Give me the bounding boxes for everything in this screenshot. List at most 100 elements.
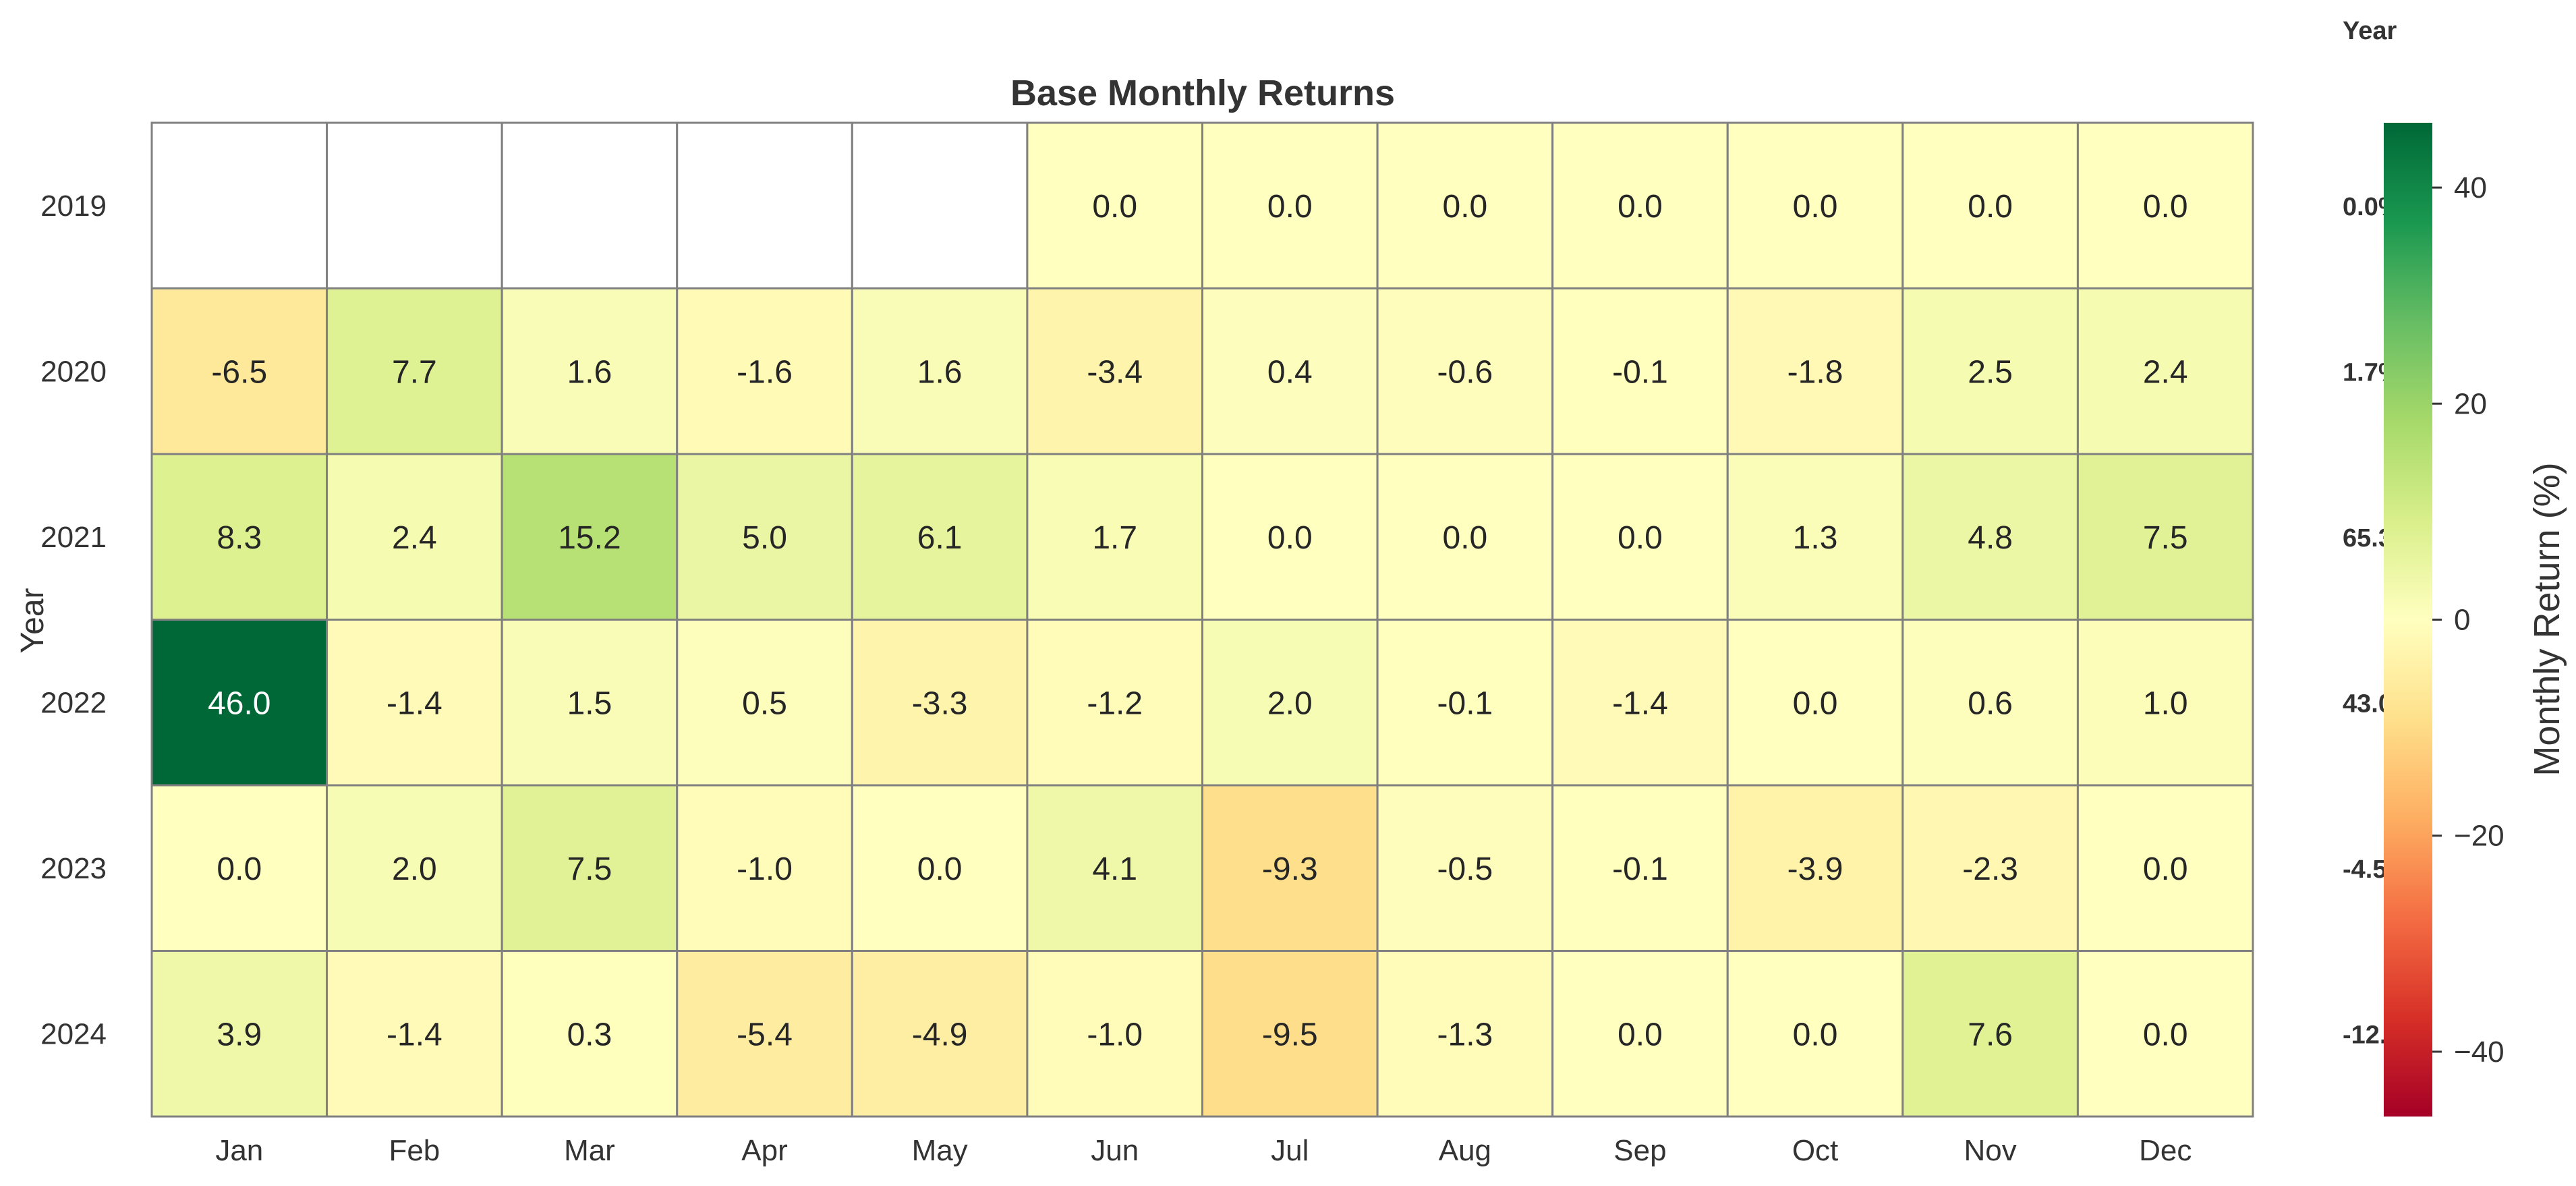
cell-value-label: 0.5 [742,685,787,721]
chart-title: Base Monthly Returns [1010,73,1395,113]
cell-value-label: -1.3 [1437,1017,1493,1052]
heatmap-cell [500,453,679,621]
year-total-label: 0.0% [2343,193,2401,221]
colorbar-tick-label: −40 [2454,1036,2505,1069]
heatmap-cell [851,784,1029,952]
colorbar-label: Monthly Return (%) [2527,462,2567,776]
cell-value-label: 6.1 [917,520,963,556]
heatmap-cells: 0.0 0.0 0.0 0.0 0.0 0.0 0.0 -6.5 7.7 1.6 -1.6 1.6 -3… [150,121,2254,1118]
cell-value-label: 46.0 [208,685,270,721]
cell-value-label: 0.0 [1267,189,1313,225]
x-tick-label: Nov [1964,1134,2017,1167]
heatmap-cell [676,784,853,952]
cell-value-label: -0.5 [1437,851,1493,887]
cell-value-label: -3.3 [912,685,968,721]
heatmap-cell [326,287,503,455]
heatmap-cell [1201,619,1379,787]
colorbar-tick-label: 20 [2454,387,2487,420]
cell-value-label: 0.0 [1618,1017,1663,1052]
heatmap-cell [676,453,853,621]
cell-value-label: -1.6 [737,354,793,390]
heatmap-cell [326,121,503,289]
cell-value-label: 4.1 [1092,851,1137,887]
cell-value-label: 7.7 [392,354,437,390]
heatmap-cell [2076,453,2254,621]
cell-value-label: -1.4 [1612,685,1668,721]
cell-value-label: 1.7 [1092,520,1137,556]
cell-value-label: 8.3 [217,520,262,556]
cell-value-label: -1.0 [737,851,793,887]
x-tick-label: Apr [741,1134,787,1167]
cell-value-label: 2.5 [1968,354,2013,390]
cell-value-label: 0.0 [2143,851,2188,887]
cell-value-label: 0.0 [1443,520,1488,556]
cell-value-label: 0.0 [1618,189,1663,225]
cell-value-label: -1.0 [1087,1017,1143,1052]
heatmap-cell [851,453,1029,621]
colorbar: 40 20 0 −20 −40 Monthly Return (%) [2384,123,2567,1117]
cell-value-label: 0.0 [917,851,963,887]
x-tick-label: Sep [1613,1134,1666,1167]
heatmap-cell [1376,121,1554,289]
cell-value-label: 1.0 [2143,685,2188,721]
heatmap-cell [676,619,853,787]
cell-value-label: 1.6 [567,354,612,390]
heatmap-cell [1551,287,1729,455]
x-tick-label: Jun [1091,1134,1139,1167]
colorbar-ticks: 40 20 0 −20 −40 [2432,171,2505,1069]
x-tick-label: Mar [564,1134,615,1167]
cell-value-label: 7.5 [2143,520,2188,556]
cell-value-label: 0.4 [1267,354,1313,390]
year-total-label: 43.0 [2343,689,2393,718]
cell-value-label: 1.6 [917,354,963,390]
heatmap-cell [500,784,679,952]
cell-value-label: 0.6 [1968,685,2013,721]
cell-value-label: 2.0 [392,851,437,887]
cell-value-label: -9.3 [1262,851,1318,887]
cell-value-label: -2.3 [1962,851,2018,887]
cell-value-label: 0.0 [1443,189,1488,225]
heatmap-cell [500,950,679,1118]
cell-value-label: 5.0 [742,520,787,556]
year-totals-column: Year 0.0% 1.7% 65.3 43.0 -4.5 -12. [2343,17,2401,1049]
heatmap-cell [1201,121,1379,289]
heatmap-cell [1201,784,1379,952]
cell-value-label: 0.0 [1793,1017,1838,1052]
heatmap-cell [1901,287,2079,455]
cell-value-label: 0.3 [567,1017,612,1052]
cell-value-label: 1.5 [567,685,612,721]
x-tick-label: Jul [1271,1134,1309,1167]
heatmap-cell [1201,453,1379,621]
heatmap-cell [1376,784,1554,952]
heatmap-cell [1726,287,1904,455]
y-tick-label: 2020 [40,355,107,388]
cell-value-label: -0.1 [1612,354,1668,390]
cell-value-label: -1.2 [1087,685,1143,721]
cell-value-label: 1.3 [1793,520,1838,556]
heatmap-cell [676,950,853,1118]
cell-value-label: 0.0 [2143,1017,2188,1052]
cell-value-label: 7.6 [1968,1017,2013,1052]
cell-value-label: -1.8 [1787,354,1843,390]
y-tick-label: 2021 [40,521,107,554]
heatmap-cell [500,121,679,289]
heatmap-cell [1901,950,2079,1118]
x-tick-label: Oct [1792,1134,1838,1167]
x-tick-label: Jan [215,1134,263,1167]
y-tick-label: 2022 [40,686,107,719]
heatmap-cell [2076,121,2254,289]
x-tick-label: Aug [1439,1134,1491,1167]
heatmap-cell [1376,950,1554,1118]
heatmap-cell [1376,619,1554,787]
cell-value-label: -1.4 [387,685,442,721]
heatmap-cell [1376,287,1554,455]
heatmap-cell [326,950,503,1118]
cell-value-label: -0.6 [1437,354,1493,390]
cell-value-label: 4.8 [1968,520,2013,556]
cell-value-label: 0.0 [2143,189,2188,225]
year-totals-header: Year [2343,17,2397,45]
colorbar-tick-label: 0 [2454,604,2470,637]
x-tick-label: Dec [2139,1134,2192,1167]
cell-value-label: -4.9 [912,1017,968,1052]
